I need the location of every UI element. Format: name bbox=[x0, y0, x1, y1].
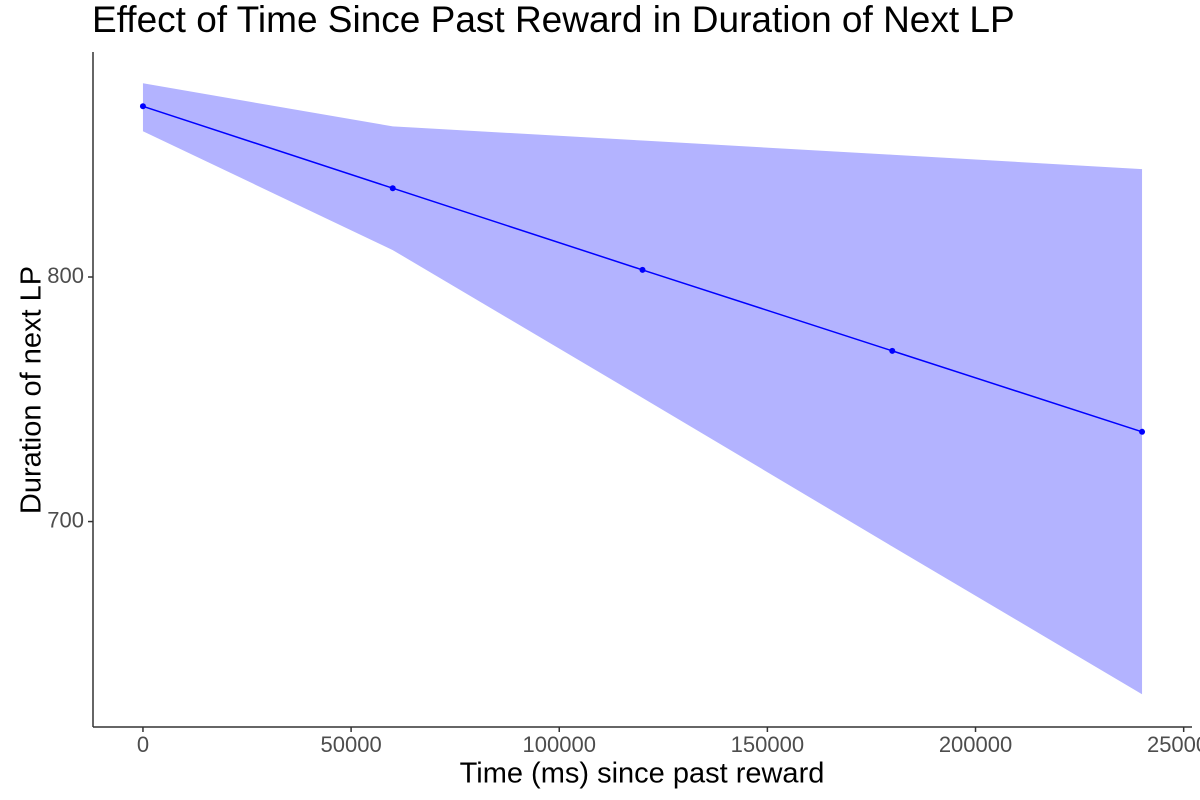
point bbox=[639, 266, 646, 273]
x-tick-label: 200000 bbox=[939, 732, 1012, 757]
chart-title: Effect of Time Since Past Reward in Dura… bbox=[92, 0, 1015, 40]
x-tick-label: 100000 bbox=[523, 732, 596, 757]
confidence-band bbox=[142, 83, 1143, 695]
point bbox=[1139, 428, 1146, 435]
point bbox=[889, 347, 896, 354]
x-axis-label: Time (ms) since past reward bbox=[460, 758, 825, 790]
x-tick-label: 250000 bbox=[1147, 732, 1200, 757]
y-tick-label: 800 bbox=[47, 263, 84, 288]
x-tick-label: 0 bbox=[137, 732, 149, 757]
x-tick-label: 50000 bbox=[321, 732, 382, 757]
point bbox=[139, 103, 146, 110]
point bbox=[389, 185, 396, 192]
y-axis-label: Duration of next LP bbox=[16, 266, 48, 514]
x-tick-label: 150000 bbox=[731, 732, 804, 757]
y-tick-label: 700 bbox=[47, 507, 84, 532]
